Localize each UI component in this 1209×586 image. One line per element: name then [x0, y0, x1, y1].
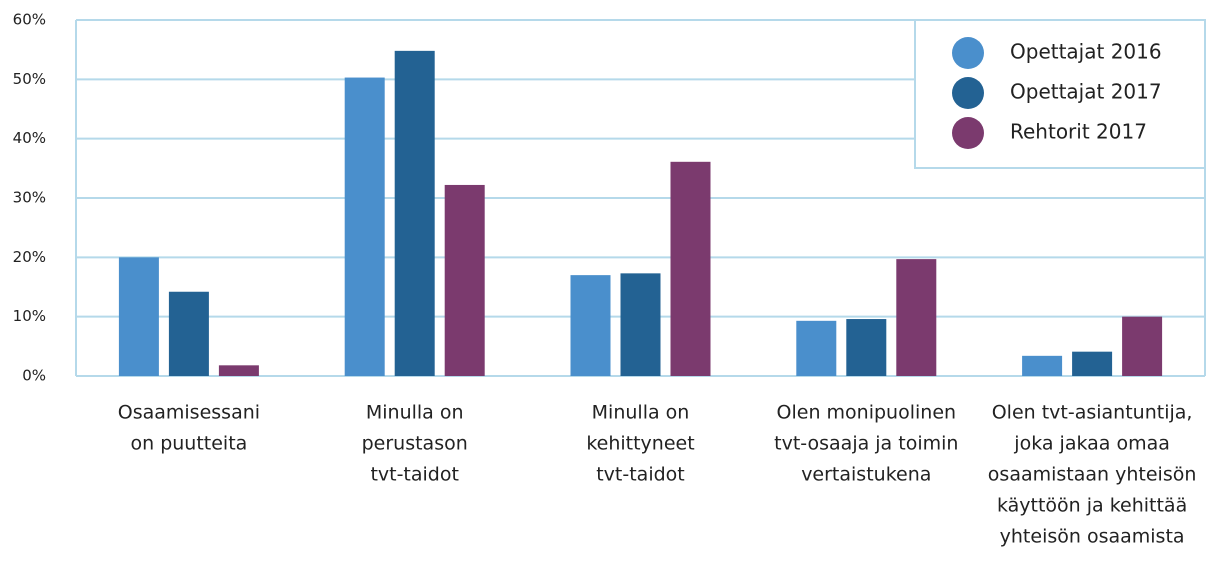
legend-swatch [952, 117, 984, 149]
x-tick-label: Minulla on [592, 402, 690, 424]
x-tick-label: joka jakaa omaa [1013, 433, 1170, 455]
x-tick-label: on puutteita [130, 433, 247, 455]
legend-swatch [952, 77, 984, 109]
x-tick-label: kehittyneet [586, 433, 694, 455]
bar [394, 50, 435, 376]
y-tick-label: 0% [22, 367, 46, 385]
bar [620, 273, 661, 376]
bar [1022, 355, 1063, 376]
x-tick-label: osaamistaan yhteisön [988, 464, 1197, 486]
x-tick-label: tvt-taidot [596, 464, 685, 486]
x-tick-label: vertaistukena [801, 464, 931, 486]
x-tick-label: Olen tvt-asiantuntija, [992, 402, 1193, 424]
x-tick-label: tvt-taidot [370, 464, 459, 486]
y-tick-label: 60% [13, 11, 46, 29]
x-tick-label: Olen monipuolinen [777, 402, 957, 424]
x-tick-label: yhteisön osaamista [1000, 526, 1185, 548]
legend-label: Opettajat 2017 [1010, 80, 1162, 104]
x-tick-label: Minulla on [366, 402, 464, 424]
bar [570, 275, 611, 376]
bar [896, 259, 937, 376]
bar [168, 291, 209, 376]
x-tick-label: tvt-osaaja ja toimin [774, 433, 958, 455]
y-tick-label: 30% [13, 189, 46, 207]
bar [344, 77, 385, 376]
y-tick-label: 50% [13, 70, 46, 88]
bar [670, 161, 711, 376]
x-tick-label: perustason [362, 433, 468, 455]
x-tick-label: käyttöön ja kehittää [997, 495, 1187, 517]
legend-label: Rehtorit 2017 [1010, 120, 1147, 144]
bar [1122, 316, 1163, 376]
bar [118, 257, 159, 376]
bar [1072, 351, 1113, 376]
legend-label: Opettajat 2016 [1010, 40, 1162, 64]
bar [846, 319, 887, 376]
bar [796, 320, 837, 376]
y-tick-label: 10% [13, 307, 46, 325]
y-tick-label: 20% [13, 248, 46, 266]
y-tick-label: 40% [13, 129, 46, 147]
x-tick-label: Osaamisessani [118, 402, 260, 424]
bar [444, 184, 485, 376]
bar [218, 365, 259, 376]
legend-swatch [952, 37, 984, 69]
